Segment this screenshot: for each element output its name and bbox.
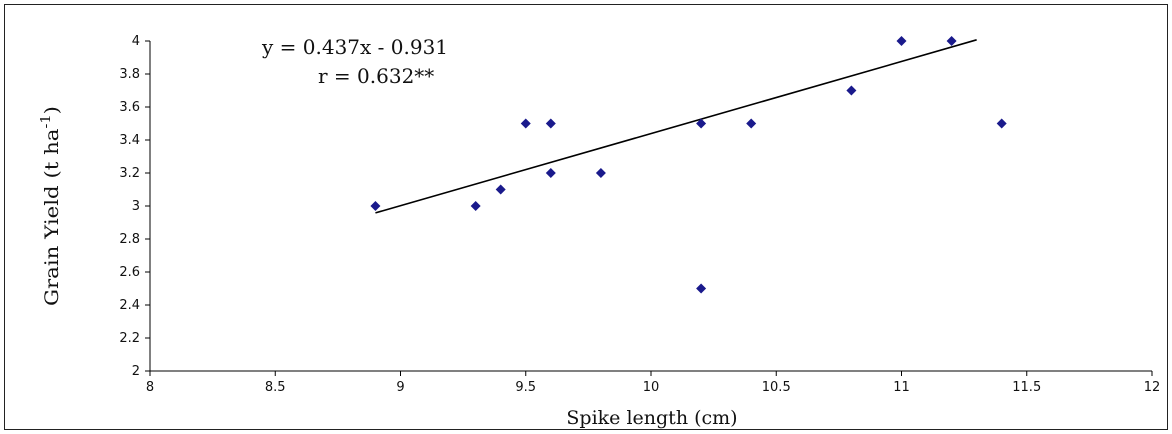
y-tick-label: 2.8 bbox=[119, 232, 140, 247]
y-axis-title-superscript: -1 bbox=[39, 114, 54, 128]
x-tick-label: 8 bbox=[146, 380, 154, 395]
x-tick-label: 12 bbox=[1144, 380, 1161, 395]
y-tick-label: 2 bbox=[132, 364, 140, 379]
trendline-group bbox=[375, 39, 977, 214]
x-axis-title: Spike length (cm) bbox=[566, 407, 737, 429]
y-axis-title-main: Grain Yield (t ha bbox=[41, 129, 63, 306]
y-tick-label: 3.6 bbox=[119, 100, 140, 115]
y-tick-label: 4 bbox=[132, 34, 140, 49]
axes bbox=[149, 41, 1152, 372]
data-point bbox=[946, 36, 957, 46]
trendline bbox=[375, 39, 977, 214]
data-point bbox=[545, 118, 556, 129]
data-points bbox=[370, 36, 1007, 294]
data-point bbox=[846, 85, 857, 96]
data-point bbox=[896, 36, 907, 46]
y-tick-label: 3.2 bbox=[119, 166, 140, 181]
data-point bbox=[696, 283, 707, 294]
chart-frame bbox=[4, 4, 1168, 430]
data-point bbox=[996, 118, 1007, 129]
y-axis-title: Grain Yield (t ha-1) bbox=[39, 106, 63, 306]
x-tick-label: 9.5 bbox=[515, 380, 536, 395]
x-tick-label: 9 bbox=[396, 380, 404, 395]
data-point bbox=[545, 168, 556, 178]
data-point bbox=[370, 201, 381, 211]
x-tick-label: 10.5 bbox=[762, 380, 791, 395]
data-point bbox=[495, 184, 506, 195]
x-tick-label: 11 bbox=[893, 380, 910, 395]
data-point bbox=[696, 118, 707, 129]
y-tick-label: 3.4 bbox=[119, 133, 140, 148]
y-tick-label: 3.8 bbox=[119, 67, 140, 82]
regression-equation: y = 0.437x - 0.931 bbox=[261, 35, 448, 59]
y-tick-label: 2.6 bbox=[119, 265, 140, 280]
data-point bbox=[746, 118, 757, 129]
x-tick-label: 11.5 bbox=[1012, 380, 1041, 395]
y-tick-label: 3 bbox=[132, 199, 140, 214]
x-axis-ticks: 8 8.5 9 9.5 10 10.5 11 11.5 12 bbox=[146, 371, 1160, 395]
y-tick-label: 2.4 bbox=[119, 298, 140, 313]
correlation-label: r = 0.632** bbox=[318, 64, 434, 88]
y-axis-ticks: 2 2.2 2.4 2.6 2.8 3 3.2 3.4 3.6 3.8 4 bbox=[119, 34, 150, 379]
y-axis-title-close: ) bbox=[41, 106, 63, 114]
x-tick-label: 10 bbox=[643, 380, 660, 395]
data-point bbox=[595, 168, 606, 178]
x-tick-label: 8.5 bbox=[265, 380, 286, 395]
y-tick-label: 2.2 bbox=[119, 331, 140, 346]
data-point bbox=[470, 201, 481, 211]
data-point bbox=[520, 118, 531, 129]
